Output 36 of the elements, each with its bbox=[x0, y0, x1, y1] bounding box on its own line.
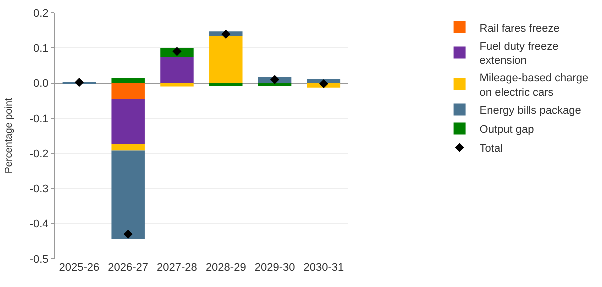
x-tick-label: 2026-27 bbox=[108, 262, 149, 274]
y-tick-label: -0.2 bbox=[30, 148, 49, 160]
x-tick-label: 2029-30 bbox=[254, 262, 296, 274]
bar bbox=[112, 78, 145, 84]
point bbox=[270, 75, 280, 84]
point bbox=[124, 230, 133, 239]
y-axis-title: Percentage point bbox=[4, 98, 15, 174]
y-tick-label: -0.5 bbox=[30, 254, 49, 266]
y-tick-label: 0.2 bbox=[34, 8, 49, 20]
x-tick-label: 2025-26 bbox=[59, 262, 100, 274]
y-tick-label: -0.1 bbox=[30, 113, 49, 126]
bar bbox=[210, 36, 243, 84]
bar bbox=[112, 99, 145, 144]
point bbox=[172, 47, 182, 56]
bar bbox=[160, 83, 194, 87]
bar bbox=[112, 150, 145, 240]
legend-label: Fuel duty freeze extension bbox=[480, 40, 559, 68]
legend-label: Total bbox=[480, 142, 504, 155]
x-tick-label: 2028-29 bbox=[206, 262, 246, 274]
legend-label: Rail fares freeze bbox=[480, 22, 560, 35]
x-tick-label: 2027-28 bbox=[157, 262, 198, 274]
point bbox=[74, 78, 84, 88]
bar bbox=[112, 83, 145, 100]
legend-label: Mileage-based charge on electric cars bbox=[480, 72, 589, 99]
bar bbox=[160, 57, 194, 84]
bar bbox=[210, 83, 243, 86]
legend-label: Output gap bbox=[480, 124, 534, 136]
point bbox=[319, 79, 328, 89]
y-tick-label: 0.0 bbox=[34, 78, 49, 90]
x-tick-label: 2030-31 bbox=[304, 262, 344, 274]
point bbox=[222, 30, 231, 39]
y-tick-label: -0.3 bbox=[30, 184, 49, 196]
y-tick-label: -0.4 bbox=[30, 218, 49, 231]
bar bbox=[112, 144, 145, 151]
y-tick-label: 0.1 bbox=[34, 42, 49, 55]
legend-label: Energy bills package bbox=[480, 104, 582, 117]
